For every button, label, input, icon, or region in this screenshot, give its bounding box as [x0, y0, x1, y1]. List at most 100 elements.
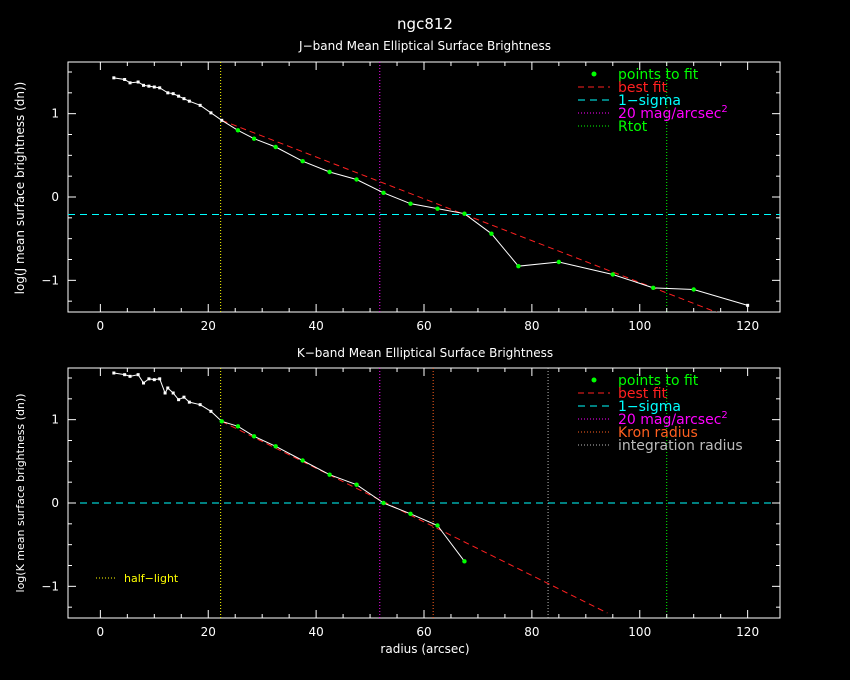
- k-band-fit-point: [273, 444, 278, 449]
- j-band-fit-point: [462, 211, 467, 216]
- k-band-profile-point: [187, 400, 191, 404]
- k-band-profile-point: [142, 381, 146, 385]
- j-band-fit-point: [610, 272, 615, 277]
- j-band-xtick-label: 20: [201, 319, 216, 333]
- k-band-profile-point: [182, 395, 186, 399]
- j-band-xtick-label: 80: [524, 319, 539, 333]
- k-band-legend-best-label: best fit: [618, 386, 668, 402]
- k-band-fit-point: [235, 424, 241, 429]
- j-band-profile-point: [152, 85, 156, 89]
- k-band-fit-point: [408, 511, 413, 517]
- k-band-legend-points-marker: [591, 377, 597, 383]
- k-band-xtick-label: 60: [416, 625, 431, 639]
- j-band-best-fit-line: [221, 119, 718, 312]
- j-band-fit-point: [354, 177, 359, 182]
- j-band-fit-point: [489, 231, 494, 236]
- j-band-profile-point: [128, 81, 132, 85]
- j-band-profile-point: [142, 83, 146, 87]
- j-band-legend-mag20-label: 20 mag/arcsec2: [618, 104, 728, 122]
- k-band-xtick-label: 20: [201, 625, 216, 639]
- k-band-fit-point: [327, 472, 332, 477]
- j-band-profile-point: [147, 84, 151, 88]
- j-band-fit-point: [691, 287, 696, 292]
- k-band-xtick-label: 40: [308, 625, 323, 639]
- j-band-fit-point: [300, 158, 305, 164]
- j-band-profile-point: [209, 111, 213, 115]
- k-band-fit-point: [300, 458, 305, 463]
- x-axis-label: radius (arcsec): [380, 642, 469, 656]
- k-band-legend-kron-label: Kron radius: [618, 425, 698, 441]
- k-band-xtick-label: 0: [97, 625, 105, 639]
- j-band-profile-point: [187, 99, 191, 103]
- k-band-best-fit-line: [221, 420, 608, 614]
- k-band-xtick-label: 100: [628, 625, 651, 639]
- k-band-profile-point: [177, 398, 181, 402]
- j-band-fit-point: [327, 169, 332, 175]
- j-band-profile-point: [177, 94, 181, 98]
- j-band-panel: J−band Mean Elliptical Surface Brightnes…: [13, 39, 781, 333]
- j-band-fit-point: [408, 201, 413, 206]
- j-band-xtick-label: 0: [97, 319, 105, 333]
- j-band-fit-point: [381, 190, 386, 196]
- j-band-legend-best-label: best fit: [618, 80, 668, 96]
- j-band-legend-sigma-label: 1−sigma: [618, 93, 681, 109]
- j-band-fit-point: [273, 144, 278, 150]
- j-band-legend-rtot-label: Rtot: [618, 119, 648, 135]
- k-band-legend-sigma-label: 1−sigma: [618, 399, 681, 415]
- k-band-ytick-label: 1: [51, 413, 59, 427]
- k-band-xtick-label: 80: [524, 625, 539, 639]
- main-title: ngc812: [397, 15, 453, 33]
- j-band-profile-point: [220, 118, 224, 122]
- j-band-xtick-label: 60: [416, 319, 431, 333]
- k-band-legend-mag20-label: 20 mag/arcsec2: [618, 410, 728, 428]
- k-band-profile-point: [112, 371, 116, 375]
- k-band-ytick-label: −1: [41, 579, 59, 593]
- j-band-profile-point: [123, 78, 127, 81]
- j-band-profile-point: [171, 92, 175, 96]
- k-band-fit-point: [381, 500, 386, 506]
- k-band-profile-point: [152, 378, 156, 382]
- k-band-fit-point: [251, 434, 257, 439]
- j-band-profile-point: [158, 86, 162, 90]
- k-band-profile-point: [136, 373, 140, 377]
- k-band-profile-point: [171, 391, 175, 395]
- j-band-legend-points-label: points to fit: [618, 67, 699, 83]
- k-band-xtick-label: 120: [736, 625, 759, 639]
- j-band-fit-point: [235, 128, 241, 133]
- j-band-profile-point: [166, 91, 170, 95]
- k-band-profile-point: [163, 391, 167, 395]
- k-band-fit-point: [219, 419, 224, 424]
- j-band-ytick-label: 1: [51, 107, 59, 121]
- j-band-profile-point: [182, 97, 186, 101]
- j-band-xtick-label: 120: [736, 319, 759, 333]
- k-band-profile-point: [128, 374, 132, 378]
- j-band-fit-point: [556, 259, 562, 265]
- k-band-fit-point: [462, 559, 467, 564]
- j-band-xtick-label: 100: [628, 319, 651, 333]
- j-band-xtick-label: 40: [308, 319, 323, 333]
- k-band-ytick-label: 0: [51, 496, 59, 510]
- k-band-plot-area: [68, 368, 780, 618]
- k-band-legend-integration-label: integration radius: [618, 438, 743, 454]
- j-band-fit-point: [251, 136, 257, 141]
- j-band-legend-points-marker: [591, 71, 597, 77]
- k-band-legend-points-label: points to fit: [618, 373, 699, 389]
- k-band-profile-point: [158, 377, 162, 381]
- j-band-fit-point: [516, 263, 521, 269]
- k-band-profile-point: [123, 373, 127, 377]
- j-band-ytick-label: 0: [51, 190, 59, 204]
- j-band-title: J−band Mean Elliptical Surface Brightnes…: [298, 39, 551, 53]
- j-band-fit-point: [651, 285, 656, 291]
- k-band-title: K−band Mean Elliptical Surface Brightnes…: [297, 346, 553, 360]
- j-band-profile-point: [136, 80, 140, 84]
- j-band-profile-point: [198, 103, 202, 107]
- k-band-ylabel: log(K mean surface brightness (dn)): [14, 394, 27, 593]
- k-band-profile-point: [166, 386, 170, 390]
- j-band-fit-point: [435, 206, 440, 211]
- j-band-ytick-label: −1: [41, 273, 59, 287]
- k-band-fit-point: [354, 482, 359, 487]
- j-band-profile-point: [112, 76, 116, 80]
- k-band-panel: K−band Mean Elliptical Surface Brightnes…: [14, 346, 781, 656]
